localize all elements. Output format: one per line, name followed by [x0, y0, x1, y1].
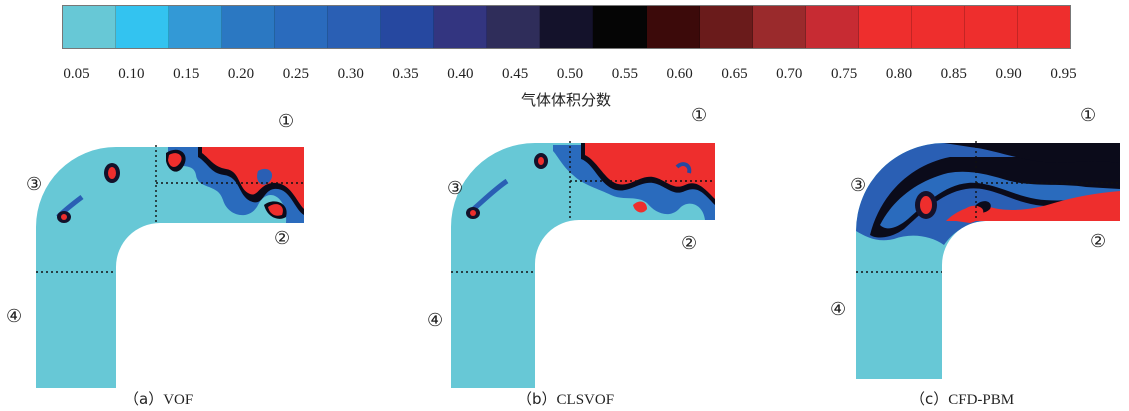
region-4-label: ④ — [6, 306, 23, 327]
colorbar-tick-label: 0.10 — [118, 66, 145, 82]
region-2-label: ② — [1090, 231, 1107, 252]
region-4-label: ④ — [830, 299, 847, 320]
colorbar-cell — [911, 6, 965, 48]
colorbar-tick-label: 0.95 — [1050, 66, 1077, 82]
panel-cfd-pbm: ① ② ③ ④ （c）CFD-PBM — [830, 105, 1129, 411]
colorbar-title: 气体体积分数 — [520, 91, 612, 109]
region-3-label: ③ — [26, 174, 43, 195]
colorbar-tick-label: 0.60 — [666, 66, 693, 82]
region-2-label: ② — [681, 233, 698, 254]
colorbar-tick-label: 0.50 — [556, 66, 584, 82]
colorbar-cell — [805, 6, 859, 48]
colorbar-tick-label: 0.30 — [337, 66, 364, 82]
region-4-label: ④ — [427, 310, 444, 331]
colorbar-cell — [169, 6, 223, 48]
colorbar-cell — [222, 6, 276, 48]
colorbar-cell — [434, 6, 488, 48]
colorbar-tick-label: 0.80 — [885, 66, 913, 82]
colorbar-tick-label: 0.40 — [447, 66, 474, 82]
colorbar-tick-label: 0.05 — [63, 66, 90, 82]
panel-clsvof: ① ② ③ ④ （b）CLSVOF — [427, 105, 809, 411]
pipe-bend-vof — [36, 145, 304, 388]
colorbar-cell — [540, 6, 594, 48]
colorbar — [62, 5, 1071, 49]
pipe-bend-cfd-pbm — [856, 141, 1120, 379]
caption-vof: （a）VOF — [124, 390, 194, 408]
caption-clsvof: （b）CLSVOF — [517, 390, 615, 408]
colorbar-cell — [964, 6, 1018, 48]
colorbar-tick-label: 0.70 — [776, 66, 803, 82]
colorbar-cell — [1017, 6, 1070, 48]
colorbar-tick-label: 0.45 — [502, 66, 529, 82]
colorbar-tick-label: 0.65 — [721, 66, 748, 82]
colorbar-tick-label: 0.20 — [227, 66, 255, 82]
colorbar-tick-label: 0.25 — [282, 66, 309, 82]
colorbar-tick-label: 0.55 — [611, 66, 638, 82]
region-3-label: ③ — [850, 175, 867, 196]
colorbar-cell — [487, 6, 541, 48]
colorbar-cell — [275, 6, 329, 48]
colorbar-cell — [63, 6, 117, 48]
colorbar-tick-label: 0.35 — [392, 66, 419, 82]
colorbar-tick-label: 0.90 — [995, 66, 1022, 82]
region-3-label: ③ — [447, 178, 464, 199]
colorbar-cell — [858, 6, 912, 48]
colorbar-cell — [381, 6, 435, 48]
region-1-label: ① — [691, 105, 708, 126]
colorbar-cell — [699, 6, 753, 48]
colorbar-tick-label: 0.15 — [173, 66, 200, 82]
region-1-label: ① — [1080, 105, 1097, 126]
region-1-label: ① — [278, 111, 295, 132]
colorbar-cell — [116, 6, 170, 48]
colorbar-tick-label: 0.75 — [831, 66, 858, 82]
pipe-bend-clsvof — [451, 141, 715, 388]
colorbar-cell — [646, 6, 700, 48]
caption-cfd-pbm: （c）CFD-PBM — [910, 390, 1015, 408]
panel-vof: ① ② ③ ④ （a）VOF — [6, 105, 394, 411]
colorbar-cell — [328, 6, 382, 48]
region-2-label: ② — [274, 228, 291, 249]
colorbar-cell — [593, 6, 647, 48]
colorbar-cell — [752, 6, 806, 48]
colorbar-tick-label: 0.85 — [940, 66, 967, 82]
